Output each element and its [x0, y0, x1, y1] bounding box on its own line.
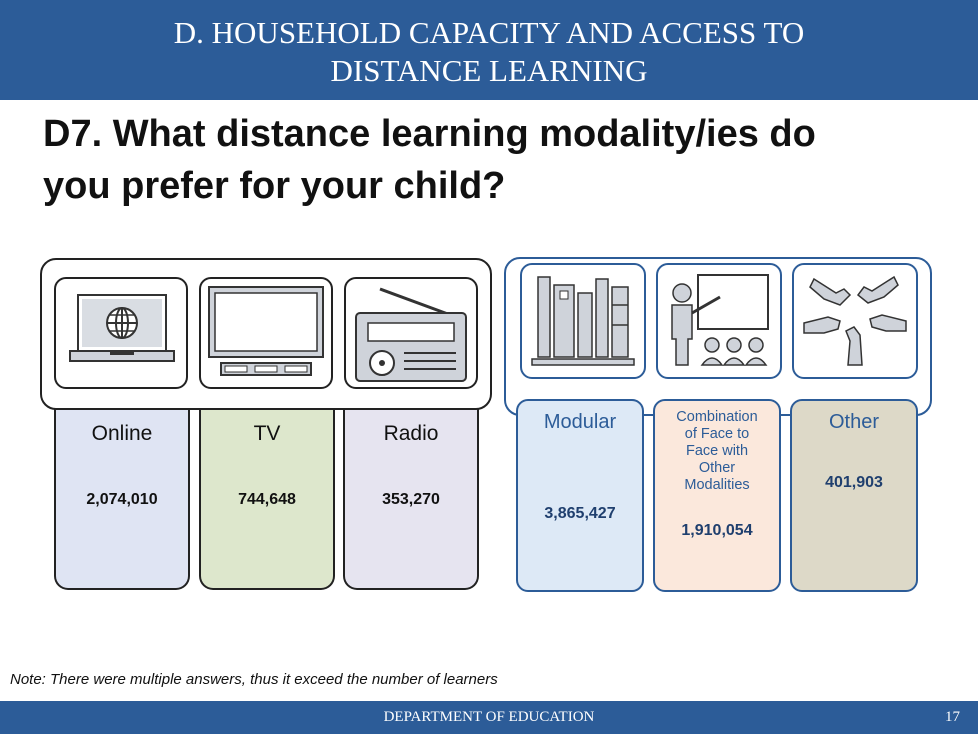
slide-footer: DEPARTMENT OF EDUCATION 17	[0, 701, 978, 734]
modular-label: Modular	[543, 411, 617, 433]
question-title: D7. What distance learning modality/ies …	[43, 108, 963, 212]
face-to-face-icon-card	[656, 263, 782, 379]
books-icon	[531, 276, 635, 366]
modular-value: 3,865,427	[544, 505, 616, 522]
header-title-line-1: D. HOUSEHOLD CAPACITY AND ACCESS TO	[173, 15, 805, 50]
laptop-globe-icon	[69, 294, 175, 362]
radio-column: Radio 353,270	[343, 400, 479, 590]
other-icon-card	[792, 263, 918, 379]
online-label: Online	[91, 422, 153, 445]
radio-value: 353,270	[382, 491, 440, 508]
other-column: Other 401,903	[790, 399, 918, 592]
radio-icon-card	[344, 277, 478, 389]
tv-column: TV 744,648	[199, 400, 335, 590]
question-line-1: D7. What distance learning modality/ies …	[43, 113, 816, 155]
combination-column: Combination of Face to Face with Other M…	[653, 399, 781, 592]
page-number: 17	[945, 709, 960, 725]
combination-label: Combination of Face to Face with Other M…	[655, 409, 779, 494]
combination-label-line-1: Combination	[676, 409, 758, 425]
question-line-2: you prefer for your child?	[43, 165, 506, 207]
other-label: Other	[828, 411, 880, 433]
modular-icon-card	[520, 263, 646, 379]
combination-label-line-5: Modalities	[684, 477, 750, 493]
slide-header: D. HOUSEHOLD CAPACITY AND ACCESS TO DIST…	[0, 0, 978, 100]
tv-icon	[208, 286, 324, 376]
teacher-icon	[671, 274, 769, 366]
footer-department: DEPARTMENT OF EDUCATION	[383, 709, 595, 725]
other-value: 401,903	[825, 474, 883, 491]
offline-modalities-icon-group	[504, 257, 932, 416]
online-icon-card	[54, 277, 188, 389]
online-value: 2,074,010	[86, 491, 158, 508]
footnote: Note: There were multiple answers, thus …	[10, 671, 498, 688]
radio-icon	[355, 287, 467, 382]
digital-modalities-icon-group	[40, 258, 492, 410]
combination-label-line-2: of Face to	[684, 426, 750, 442]
combination-label-line-4: Other	[698, 460, 736, 476]
header-title-line-2: DISTANCE LEARNING	[330, 53, 648, 88]
tv-icon-card	[199, 277, 333, 389]
hands-icon	[803, 275, 907, 366]
radio-label: Radio	[383, 422, 439, 445]
combination-label-line-3: Face with	[685, 443, 749, 459]
online-column: Online 2,074,010	[54, 400, 190, 590]
tv-label: TV	[253, 422, 281, 445]
modular-column: Modular 3,865,427	[516, 399, 644, 592]
tv-value: 744,648	[238, 491, 296, 508]
combination-value: 1,910,054	[681, 522, 753, 539]
